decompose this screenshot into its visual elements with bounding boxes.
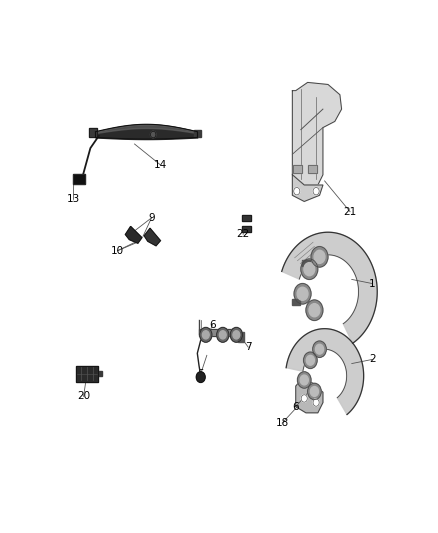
Text: 6: 6 — [293, 402, 299, 411]
Bar — [194, 130, 201, 137]
Polygon shape — [286, 329, 364, 415]
Text: 9: 9 — [148, 213, 155, 223]
Circle shape — [301, 259, 318, 279]
Circle shape — [306, 356, 314, 365]
Text: 1: 1 — [369, 279, 375, 288]
Circle shape — [297, 372, 311, 388]
Circle shape — [202, 330, 209, 339]
Text: 5: 5 — [198, 369, 204, 379]
Bar — [243, 225, 251, 232]
Circle shape — [196, 372, 205, 383]
Circle shape — [294, 188, 300, 195]
Circle shape — [307, 383, 321, 400]
Text: 22: 22 — [237, 229, 250, 239]
Circle shape — [304, 352, 317, 368]
Circle shape — [233, 330, 240, 339]
Polygon shape — [293, 83, 342, 185]
Text: 7: 7 — [245, 342, 251, 352]
Circle shape — [315, 344, 324, 354]
Bar — [98, 372, 102, 376]
Circle shape — [294, 284, 311, 304]
Circle shape — [219, 330, 226, 339]
Bar — [243, 225, 251, 232]
Text: 20: 20 — [77, 391, 90, 401]
Text: 18: 18 — [276, 418, 289, 428]
Bar — [292, 298, 300, 305]
Bar — [302, 260, 310, 266]
Polygon shape — [293, 175, 323, 201]
Text: 21: 21 — [343, 207, 357, 217]
Circle shape — [230, 327, 243, 342]
Bar — [73, 174, 85, 184]
Bar — [293, 165, 302, 173]
Bar — [76, 366, 98, 382]
Bar — [293, 165, 302, 173]
Text: 13: 13 — [67, 195, 80, 204]
Circle shape — [200, 327, 212, 342]
Polygon shape — [296, 378, 323, 413]
Bar — [89, 128, 97, 136]
Circle shape — [314, 251, 325, 263]
Bar — [238, 332, 244, 342]
Text: 14: 14 — [153, 159, 166, 169]
Polygon shape — [282, 232, 377, 343]
Circle shape — [306, 300, 323, 320]
Circle shape — [217, 327, 229, 342]
Circle shape — [313, 341, 326, 358]
Bar — [73, 174, 85, 184]
Text: 2: 2 — [369, 354, 375, 365]
Text: 6: 6 — [209, 320, 216, 329]
Circle shape — [297, 287, 308, 301]
Circle shape — [300, 375, 308, 385]
Circle shape — [313, 188, 319, 195]
Circle shape — [311, 247, 328, 267]
Circle shape — [313, 399, 319, 406]
Bar — [199, 329, 238, 336]
Bar — [308, 165, 317, 173]
Polygon shape — [125, 227, 142, 243]
Bar — [89, 128, 97, 136]
Bar — [243, 215, 251, 221]
Circle shape — [309, 304, 320, 317]
Bar — [243, 215, 251, 221]
Circle shape — [311, 386, 318, 397]
Circle shape — [304, 263, 315, 276]
Bar — [199, 329, 238, 336]
Circle shape — [301, 395, 307, 402]
Bar — [76, 366, 98, 382]
Bar — [308, 165, 317, 173]
Text: 10: 10 — [111, 246, 124, 256]
Polygon shape — [144, 228, 160, 246]
Circle shape — [151, 131, 156, 138]
